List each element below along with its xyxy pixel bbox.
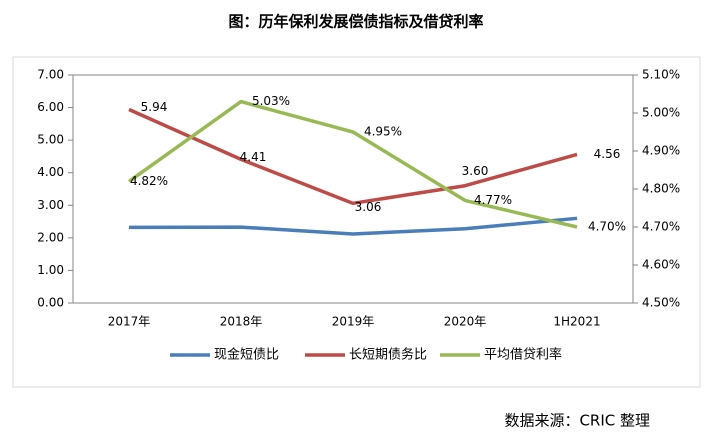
data-label: 3.60 xyxy=(462,164,489,178)
x-tick-label: 2020年 xyxy=(444,315,487,329)
source-note: 数据来源：CRIC 整理 xyxy=(504,412,650,430)
y2-tick-label: 4.90% xyxy=(642,144,680,158)
y-tick-label: 5.00 xyxy=(37,133,64,147)
data-label: 5.94 xyxy=(141,100,168,114)
data-label: 4.95% xyxy=(364,125,402,139)
y2-tick-label: 4.80% xyxy=(642,182,680,196)
series-line xyxy=(128,216,578,236)
y2-tick-label: 4.50% xyxy=(642,296,680,310)
x-tick-label: 2018年 xyxy=(220,315,263,329)
data-label: 4.41 xyxy=(240,150,267,164)
x-tick-label: 2019年 xyxy=(332,315,375,329)
data-label: 4.56 xyxy=(594,147,621,161)
y-tick-label: 6.00 xyxy=(37,100,64,114)
data-label: 5.03% xyxy=(252,94,290,108)
series-line xyxy=(128,107,578,206)
y-tick-label: 1.00 xyxy=(37,263,64,277)
y2-tick-label: 4.70% xyxy=(642,220,680,234)
legend-label: 现金短债比 xyxy=(214,347,279,363)
y-tick-label: 3.00 xyxy=(37,198,64,212)
y-tick-label: 4.00 xyxy=(37,165,64,179)
data-label: 4.70% xyxy=(588,220,626,234)
chart-title: 图：历年保利发展偿债指标及借贷利率 xyxy=(228,13,483,31)
x-tick-label: 2017年 xyxy=(108,315,151,329)
legend-label: 平均借贷利率 xyxy=(484,347,562,363)
y-tick-label: 7.00 xyxy=(37,68,64,82)
y2-tick-label: 5.10% xyxy=(642,68,680,82)
data-label: 4.77% xyxy=(474,193,512,207)
chart-frame xyxy=(12,56,701,388)
data-label: 3.06 xyxy=(355,200,382,214)
x-tick-label: 1H2021 xyxy=(553,315,600,329)
data-label: 4.82% xyxy=(130,174,168,188)
y-tick-label: 0.00 xyxy=(37,296,64,310)
y2-tick-label: 4.60% xyxy=(642,258,680,272)
y2-tick-label: 5.00% xyxy=(642,106,680,120)
legend-label: 长短期债务比 xyxy=(349,347,427,363)
y-tick-label: 2.00 xyxy=(37,230,64,244)
series-line xyxy=(127,99,578,229)
